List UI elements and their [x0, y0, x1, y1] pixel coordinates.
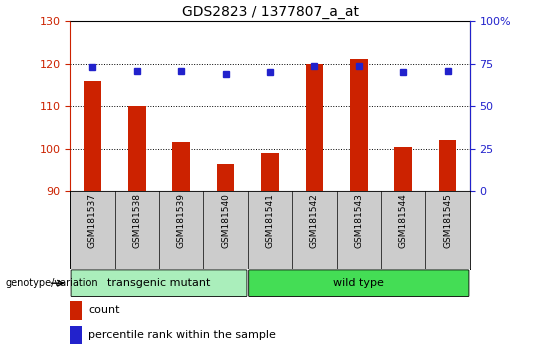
- Text: transgenic mutant: transgenic mutant: [107, 278, 211, 288]
- Text: GSM181540: GSM181540: [221, 194, 230, 249]
- Bar: [438, 140, 456, 191]
- Text: GSM181542: GSM181542: [310, 194, 319, 248]
- Text: GSM181545: GSM181545: [443, 194, 452, 249]
- Text: count: count: [88, 305, 120, 315]
- Text: GSM181544: GSM181544: [399, 194, 408, 248]
- Text: GSM181539: GSM181539: [177, 194, 186, 249]
- FancyBboxPatch shape: [249, 270, 469, 297]
- FancyBboxPatch shape: [71, 270, 247, 297]
- Title: GDS2823 / 1377807_a_at: GDS2823 / 1377807_a_at: [181, 5, 359, 19]
- Bar: [128, 106, 146, 191]
- Bar: [84, 81, 102, 191]
- Text: percentile rank within the sample: percentile rank within the sample: [88, 330, 276, 340]
- Bar: [70, 301, 82, 320]
- Text: GSM181538: GSM181538: [132, 194, 141, 249]
- Bar: [394, 147, 412, 191]
- Text: GSM181541: GSM181541: [266, 194, 274, 249]
- Bar: [350, 59, 368, 191]
- Text: GSM181543: GSM181543: [354, 194, 363, 249]
- Text: wild type: wild type: [333, 278, 384, 288]
- Bar: [217, 164, 234, 191]
- Text: GSM181537: GSM181537: [88, 194, 97, 249]
- Bar: [306, 64, 323, 191]
- Bar: [70, 326, 82, 344]
- Bar: [172, 142, 190, 191]
- Bar: [261, 153, 279, 191]
- Text: genotype/variation: genotype/variation: [5, 278, 98, 288]
